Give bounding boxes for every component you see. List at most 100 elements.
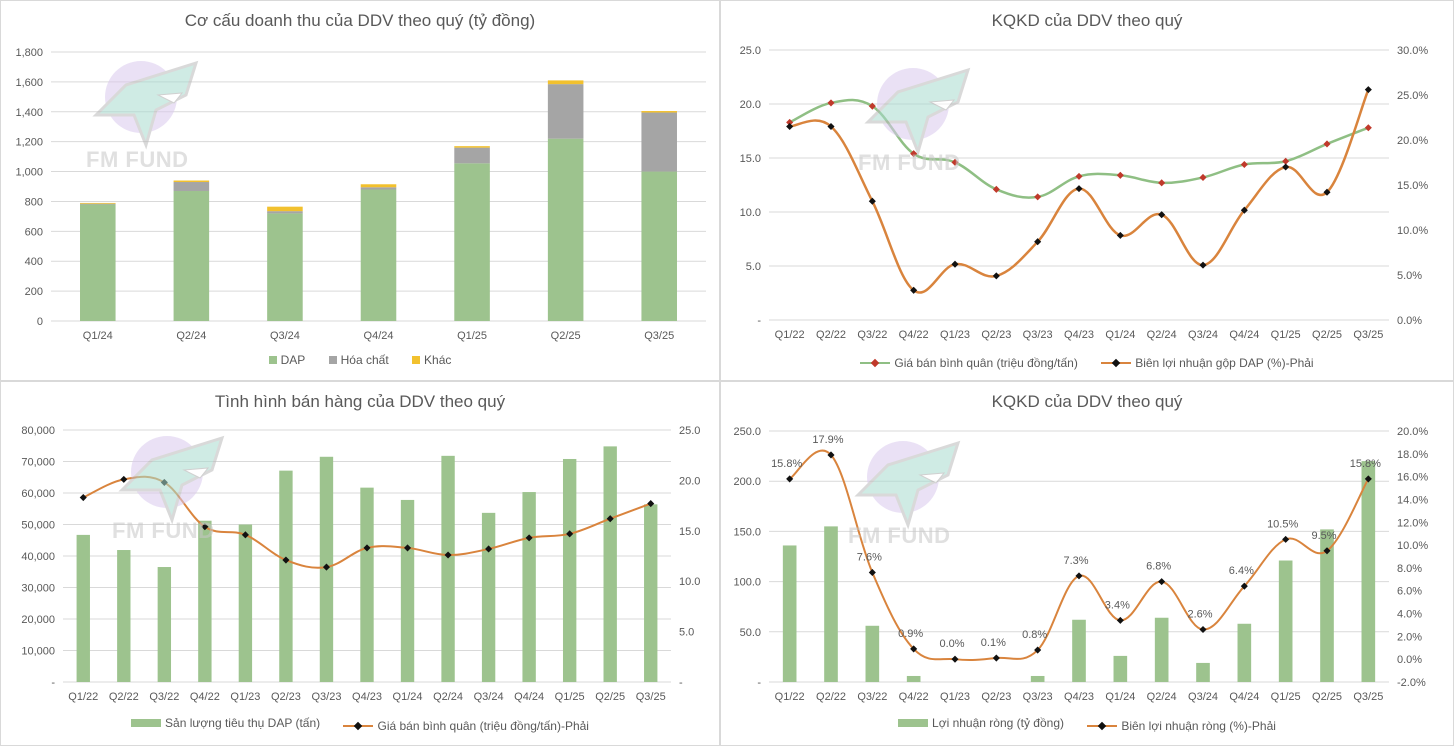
y-tick-label-right: 20.0 [679, 475, 700, 487]
x-tick-label: Q1/24 [393, 691, 423, 703]
legend-item-avg-price: Giá bán bình quân (triệu đồng/tấn)-Phải [343, 719, 589, 733]
legend-label: Giá bán bình quân (triệu đồng/tấn) [894, 356, 1078, 370]
y-tick-label-right: 10.0 [679, 576, 700, 588]
marker-net-margin [1282, 535, 1290, 543]
bar-net-profit [824, 526, 838, 682]
bar-other [641, 111, 677, 113]
bar-volume [76, 534, 90, 682]
x-tick-label: Q3/25 [644, 330, 674, 342]
y-tick-label-left: 15.0 [740, 153, 761, 165]
x-tick-label: Q4/22 [190, 691, 220, 703]
marker-gross-margin [1199, 261, 1207, 269]
chart-title: KQKD của DDV theo quý [991, 392, 1183, 411]
x-tick-label: Q1/24 [1105, 329, 1135, 341]
x-tick-label: Q1/25 [1271, 329, 1301, 341]
y-tick-label-left: - [757, 315, 761, 327]
data-label: 9.5% [1311, 530, 1336, 542]
net-profit-chart-panel: KQKD của DDV theo quý - 50.0 100.0 150.0 200… [720, 381, 1454, 746]
y-tick-label-left: 1,800 [15, 47, 43, 59]
x-tick-label: Q3/25 [1353, 329, 1383, 341]
chart-title: Cơ cấu doanh thu của DDV theo quý (tỷ đồ… [184, 11, 536, 30]
x-tick-label: Q1/25 [457, 330, 487, 342]
bar-volume [117, 550, 131, 682]
y-tick-label-right: 6.0% [1397, 586, 1422, 598]
bar-net-profit [1320, 529, 1334, 682]
legend-label: Biên lợi nhuận gộp DAP (%)-Phải [1135, 356, 1314, 370]
marker-avg-price [606, 515, 614, 523]
marker-avg-price [444, 551, 452, 559]
legend-swatch [412, 356, 421, 364]
data-label: 15.8% [771, 458, 802, 470]
bar-net-profit [1196, 662, 1210, 682]
x-tick-label: Q2/24 [433, 691, 463, 703]
x-tick-label: Q3/25 [636, 691, 666, 703]
x-tick-label: Q1/24 [1105, 691, 1135, 703]
x-tick-label: Q2/23 [981, 691, 1011, 703]
y-tick-label-left: 1,400 [15, 107, 43, 119]
marker-gross-margin [1282, 163, 1290, 171]
y-tick-label-left: 1,200 [15, 137, 43, 149]
y-tick-label-right: 30.0% [1397, 45, 1428, 57]
y-tick-label-right: 16.0% [1397, 472, 1428, 484]
bar-chemical [267, 211, 303, 214]
x-tick-label: Q2/24 [1147, 691, 1177, 703]
y-tick-label-right: 20.0% [1397, 426, 1428, 438]
x-tick-label: Q2/24 [1147, 329, 1177, 341]
x-tick-label: Q3/24 [270, 330, 300, 342]
x-tick-label: Q3/23 [1023, 691, 1053, 703]
legend-swatch [328, 356, 337, 364]
data-label: 2.6% [1187, 609, 1212, 621]
y-tick-label-left: 1,600 [15, 77, 43, 89]
bar-volume [522, 492, 536, 682]
x-tick-label: Q1/22 [775, 691, 805, 703]
bar-dap [547, 138, 584, 321]
legend-swatch [268, 356, 277, 364]
bar-other [454, 146, 490, 148]
y-tick-label-right: 5.0% [1397, 270, 1422, 282]
marker-net-margin [868, 568, 876, 577]
x-tick-label: Q4/22 [899, 691, 929, 703]
bar-net-profit [1113, 655, 1128, 682]
marker-gross-margin [868, 197, 876, 205]
x-tick-label: Q3/22 [149, 691, 179, 703]
x-tick-label: Q4/24 [364, 330, 394, 342]
bar-other [547, 80, 584, 85]
watermark-text: FM FUND [86, 147, 189, 172]
legend-label: Khác [424, 353, 452, 367]
y-tick-label-left: 150.0 [733, 526, 761, 538]
data-label: 10.5% [1267, 518, 1298, 530]
revenue-structure-chart-panel: Cơ cấu doanh thu của DDV theo quý (tỷ đồ… [0, 0, 720, 381]
x-tick-label: Q2/22 [109, 691, 139, 703]
y-tick-label-right: 2.0% [1397, 631, 1422, 643]
marker-avg-price [525, 534, 533, 542]
legend-item-net-profit: Lợi nhuận ròng (tỷ đồng) [898, 716, 1064, 730]
bar-volume [198, 520, 212, 682]
bar-volume [481, 512, 496, 682]
bar-dap [80, 204, 116, 321]
legend-item-dap: DAP [268, 353, 305, 367]
y-tick-label-left: 10,000 [21, 646, 55, 658]
x-tick-label: Q3/24 [1188, 329, 1218, 341]
x-tick-label: Q3/23 [1023, 329, 1053, 341]
bar-volume [603, 446, 617, 682]
bar-volume [400, 499, 415, 682]
marker-avg-price [120, 475, 128, 483]
bar-net-profit [782, 545, 797, 682]
marker-avg-price [1323, 140, 1331, 148]
legend-item-gross-margin: Biên lợi nhuận gộp DAP (%)-Phải [1101, 356, 1314, 370]
y-tick-label-left: 400 [25, 256, 43, 268]
bar-dap [360, 189, 397, 321]
y-tick-label-left: 600 [25, 226, 43, 238]
x-tick-label: Q3/24 [1188, 691, 1218, 703]
legend-swatch [898, 719, 929, 727]
data-label: 6.4% [1229, 565, 1254, 577]
y-tick-label-right: 10.0% [1397, 540, 1428, 552]
legend-item-volume: Sản lượng tiêu thụ DAP (tấn) [131, 716, 320, 730]
y-tick-label-left: - [757, 677, 761, 689]
y-tick-label-left: 20.0 [740, 99, 761, 111]
marker-gross-margin [1364, 86, 1372, 94]
chart-legend: Sản lượng tiêu thụ DAP (tấn) Giá bán bìn… [1, 716, 719, 733]
marker-gross-margin [910, 286, 918, 294]
chart-legend: Giá bán bình quân (triệu đồng/tấn) Biên … [721, 353, 1453, 370]
marker-avg-price [1116, 171, 1124, 179]
